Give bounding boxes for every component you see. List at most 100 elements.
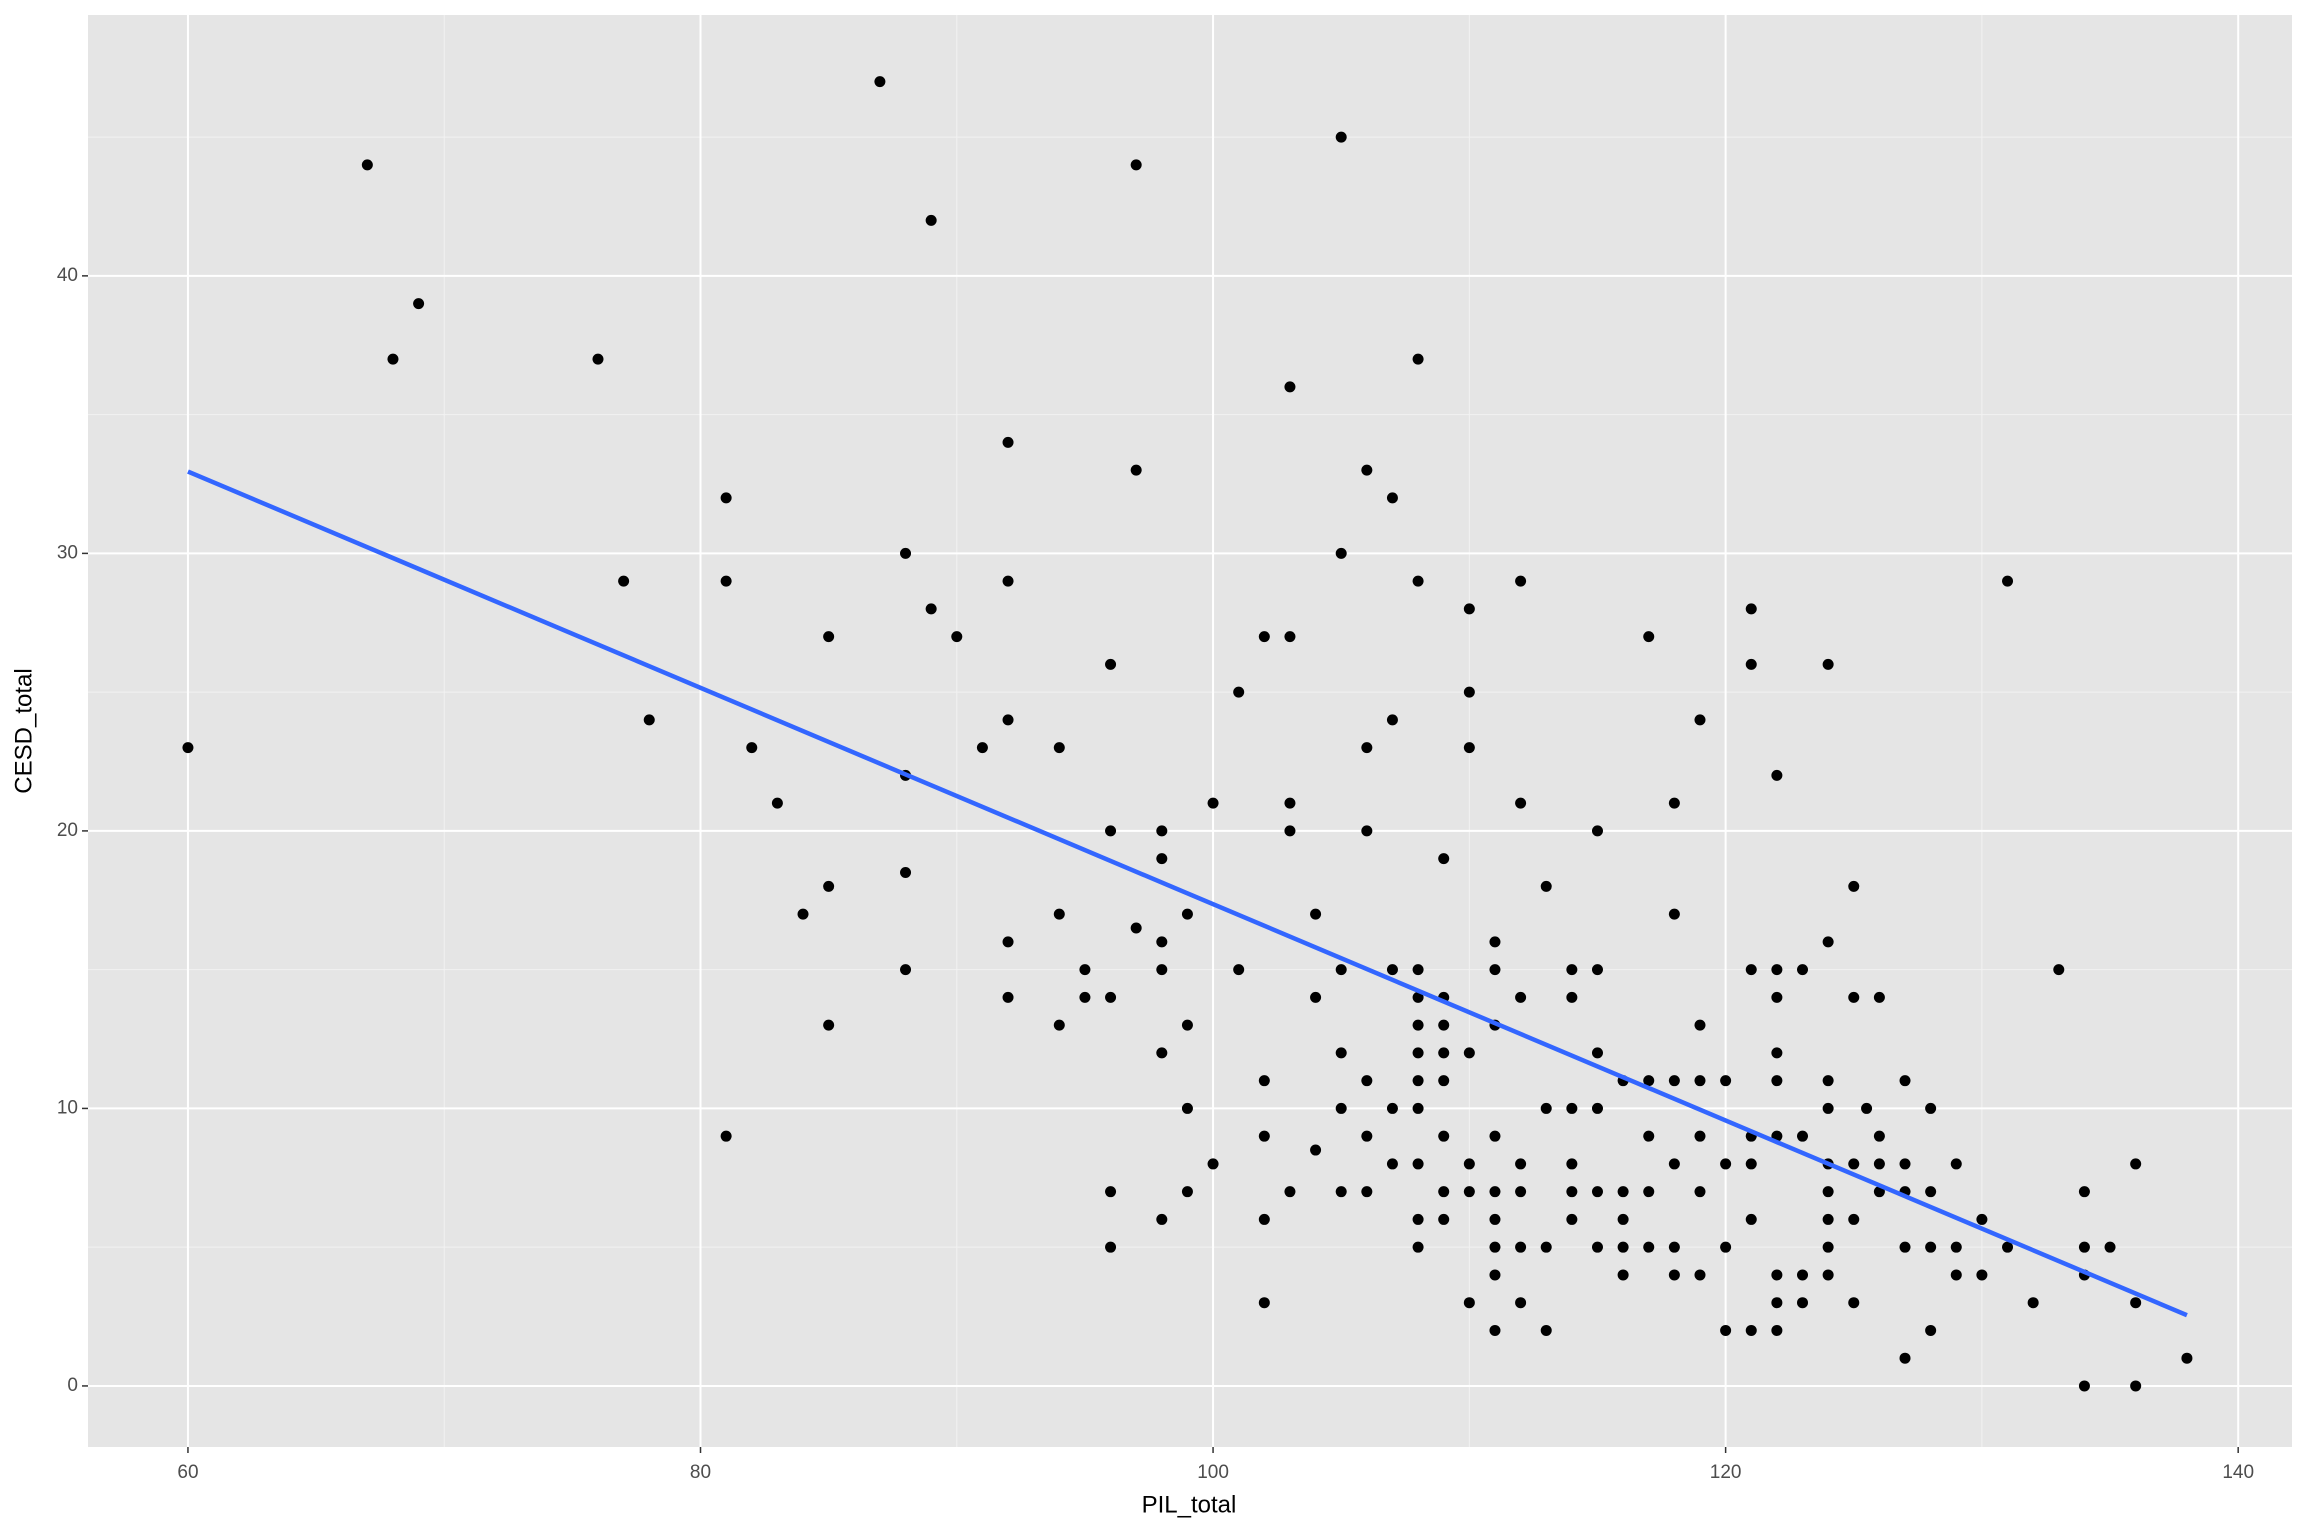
- data-point: [976, 742, 988, 754]
- data-point: [1566, 1213, 1578, 1225]
- data-point: [1489, 1186, 1501, 1198]
- data-point: [1079, 964, 1091, 976]
- data-point: [1130, 922, 1142, 934]
- data-point: [1848, 880, 1860, 892]
- data-point: [1720, 1324, 1732, 1336]
- y-axis-title: CESD_total: [10, 668, 37, 793]
- data-point: [1284, 631, 1296, 643]
- x-tick-label: 80: [690, 1462, 711, 1483]
- data-point: [1181, 1019, 1193, 1031]
- data-point: [1463, 742, 1475, 754]
- data-point: [643, 714, 655, 726]
- data-point: [1463, 1186, 1475, 1198]
- data-point: [1540, 1324, 1552, 1336]
- data-point: [1105, 1241, 1117, 1253]
- data-point: [1668, 1158, 1680, 1170]
- data-point: [182, 742, 194, 754]
- data-point: [1617, 1269, 1629, 1281]
- data-point: [823, 880, 835, 892]
- data-point: [900, 867, 912, 879]
- data-point: [1566, 1158, 1578, 1170]
- data-point: [1822, 1269, 1834, 1281]
- data-point: [1489, 1241, 1501, 1253]
- x-tick-label: 60: [177, 1462, 198, 1483]
- data-point: [823, 1019, 835, 1031]
- data-point: [1156, 964, 1168, 976]
- data-point: [1617, 1213, 1629, 1225]
- data-point: [1950, 1269, 1962, 1281]
- data-point: [720, 492, 732, 504]
- data-point: [1797, 964, 1809, 976]
- data-point: [1925, 1186, 1937, 1198]
- data-point: [1361, 1130, 1373, 1142]
- data-point: [1463, 603, 1475, 615]
- data-point: [1105, 991, 1117, 1003]
- data-point: [1258, 1297, 1270, 1309]
- data-point: [1489, 1130, 1501, 1142]
- data-point: [1899, 1158, 1911, 1170]
- data-point: [951, 631, 963, 643]
- data-point: [1822, 1075, 1834, 1087]
- data-point: [1361, 464, 1373, 476]
- data-point: [1310, 908, 1322, 920]
- data-point: [1284, 825, 1296, 837]
- data-point: [1745, 658, 1757, 670]
- data-point: [1002, 714, 1014, 726]
- data-point: [1797, 1297, 1809, 1309]
- data-point: [1335, 1102, 1347, 1114]
- data-point: [900, 547, 912, 559]
- data-point: [1489, 1269, 1501, 1281]
- data-point: [1438, 1075, 1450, 1087]
- data-point: [1643, 1075, 1655, 1087]
- data-point: [1181, 1186, 1193, 1198]
- data-point: [1720, 1075, 1732, 1087]
- data-point: [2130, 1297, 2142, 1309]
- data-point: [1463, 1047, 1475, 1059]
- data-point: [1848, 1297, 1860, 1309]
- data-point: [1335, 1186, 1347, 1198]
- data-point: [1335, 1047, 1347, 1059]
- data-point: [1976, 1269, 1988, 1281]
- data-point: [1412, 1158, 1424, 1170]
- data-point: [1873, 1158, 1885, 1170]
- data-point: [1591, 1102, 1603, 1114]
- data-point: [1591, 964, 1603, 976]
- data-point: [1515, 1186, 1527, 1198]
- data-point: [1643, 631, 1655, 643]
- data-point: [1412, 1019, 1424, 1031]
- data-point: [1284, 797, 1296, 809]
- data-point: [1566, 991, 1578, 1003]
- data-point: [1720, 1241, 1732, 1253]
- data-point: [1489, 1324, 1501, 1336]
- data-point: [925, 603, 937, 615]
- data-point: [1771, 991, 1783, 1003]
- data-point: [1771, 1047, 1783, 1059]
- data-point: [1412, 1213, 1424, 1225]
- data-point: [1438, 1186, 1450, 1198]
- data-point: [1745, 1158, 1757, 1170]
- data-point: [1438, 1213, 1450, 1225]
- data-point: [1950, 1158, 1962, 1170]
- data-point: [1412, 1241, 1424, 1253]
- data-point: [1258, 1075, 1270, 1087]
- data-point: [1643, 1130, 1655, 1142]
- data-point: [1771, 1297, 1783, 1309]
- data-point: [1899, 1352, 1911, 1364]
- data-point: [823, 631, 835, 643]
- data-point: [1515, 991, 1527, 1003]
- data-point: [1053, 1019, 1065, 1031]
- data-point: [1258, 1213, 1270, 1225]
- data-point: [387, 353, 399, 365]
- data-point: [1822, 1186, 1834, 1198]
- data-point: [1412, 991, 1424, 1003]
- data-point: [1310, 991, 1322, 1003]
- data-point: [1386, 964, 1398, 976]
- data-point: [1771, 1075, 1783, 1087]
- data-point: [1848, 1158, 1860, 1170]
- data-point: [1617, 1241, 1629, 1253]
- data-point: [2002, 575, 2014, 587]
- data-point: [1361, 1075, 1373, 1087]
- data-point: [1515, 575, 1527, 587]
- y-tick-label: 30: [57, 542, 78, 563]
- data-point: [1822, 1241, 1834, 1253]
